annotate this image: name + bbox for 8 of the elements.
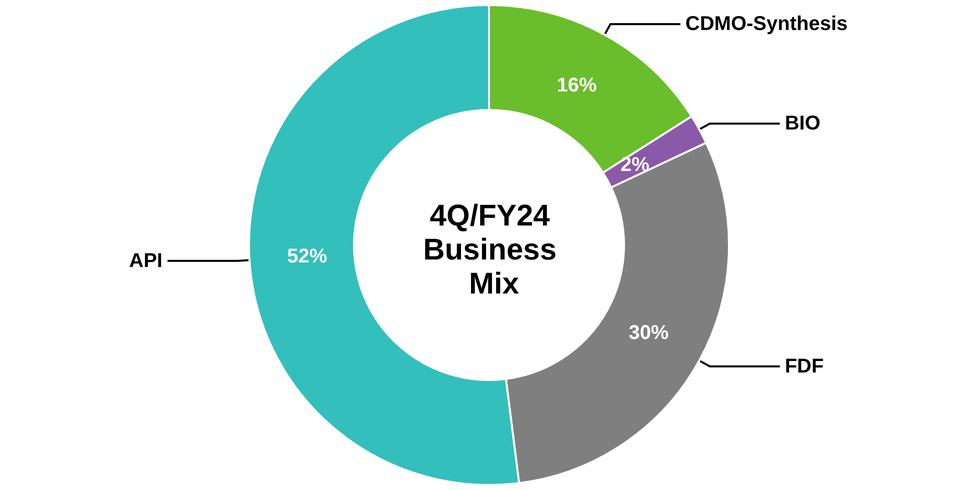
data-label: 30% [628,322,669,344]
data-label: 16% [556,74,598,96]
data-label: 52% [287,245,328,268]
slice-label: API [129,250,162,272]
slice-label: BIO [784,112,820,135]
slice-label: FDF [784,355,824,378]
slice-label: CDMO-Synthesis [685,13,848,36]
text: 4Q/FY24 Business Mix [423,200,565,300]
